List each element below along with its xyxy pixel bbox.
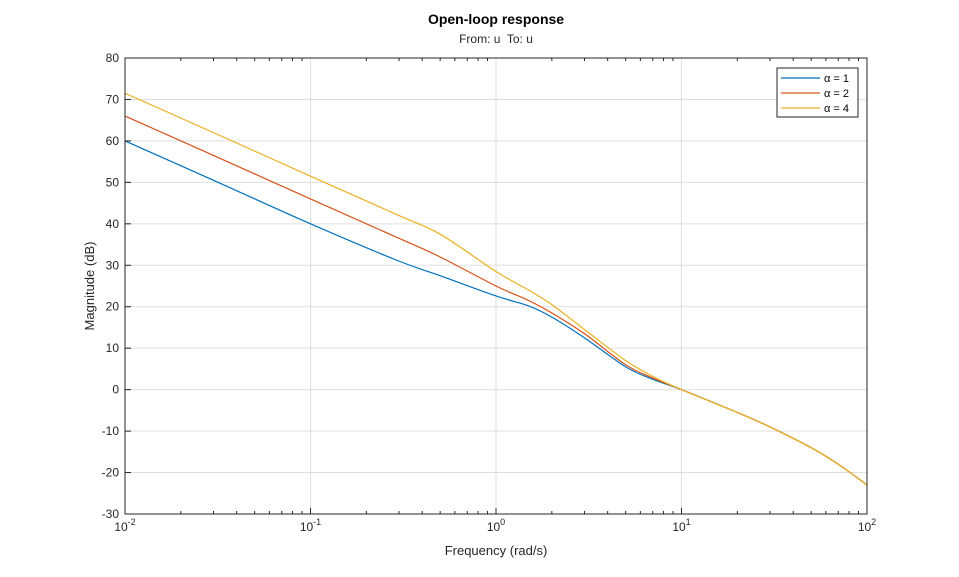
y-tick-label: 50 (106, 175, 120, 189)
legend-entry-1: α = 1 (824, 73, 849, 85)
y-tick-label: -10 (102, 424, 120, 438)
x-tick-label: 102 (858, 517, 876, 534)
y-tick-label: 0 (112, 383, 119, 397)
y-tick-label: -20 (102, 466, 120, 480)
x-axis-label: Frequency (rad/s) (445, 543, 548, 558)
y-tick-label: -30 (102, 507, 120, 521)
series-lines (124, 92, 868, 486)
y-tick-label: 30 (106, 258, 120, 272)
y-tick-label: 80 (106, 51, 120, 65)
chart-title: Open-loop response (428, 11, 564, 27)
legend[interactable]: α = 1 α = 2 α = 4 (776, 67, 859, 118)
x-tick-label: 100 (487, 517, 505, 534)
x-tick-label: 10-2 (114, 517, 135, 534)
legend-entry-3: α = 4 (824, 103, 849, 115)
legend-entry-2: α = 2 (824, 88, 849, 100)
y-tick-label: 60 (106, 134, 120, 148)
x-tick-label: 101 (672, 517, 690, 534)
y-tick-label: 10 (106, 341, 120, 355)
y-tick-label: 70 (106, 92, 120, 106)
y-tick-label: 40 (106, 217, 120, 231)
ticks: 10-2 10-1 100 101 10280706050403020100-10-20… (102, 51, 877, 534)
y-axis-label: Magnitude (dB) (82, 242, 97, 331)
x-tick-label: 10-1 (300, 517, 321, 534)
y-tick-label: 20 (106, 300, 120, 314)
series-line-3 (124, 92, 868, 486)
chart-subtitle: From: u To: u (459, 32, 533, 46)
